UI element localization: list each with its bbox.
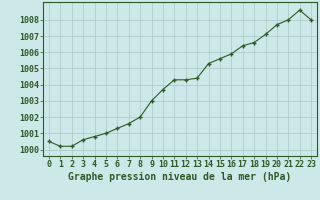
X-axis label: Graphe pression niveau de la mer (hPa): Graphe pression niveau de la mer (hPa) bbox=[68, 172, 292, 182]
